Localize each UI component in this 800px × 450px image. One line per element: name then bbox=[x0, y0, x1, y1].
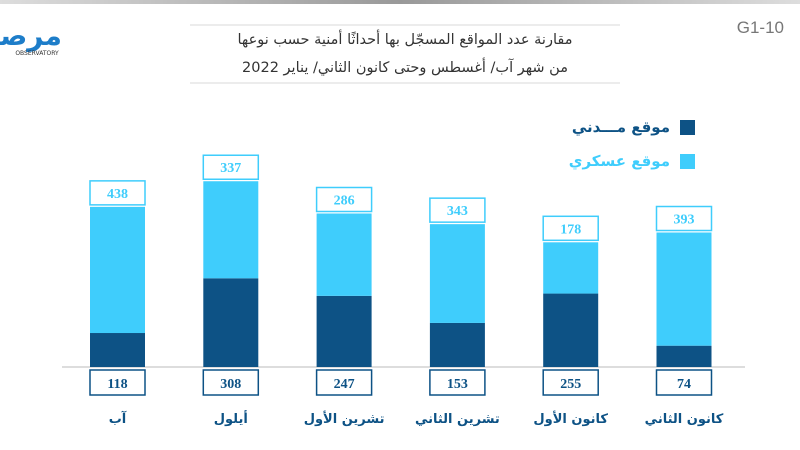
civil-value-label: 308 bbox=[220, 377, 241, 392]
civil-value-label: 247 bbox=[334, 377, 355, 392]
military-value-label: 343 bbox=[447, 204, 468, 219]
bar-military bbox=[203, 181, 259, 279]
civil-value-label: 74 bbox=[677, 377, 691, 392]
chart-title-box: مقارنة عدد المواقع المسجّل بها أحداثًا أ… bbox=[190, 24, 620, 84]
civil-label-box bbox=[429, 369, 486, 396]
military-value-label: 337 bbox=[220, 161, 241, 176]
bar-military bbox=[90, 206, 145, 334]
category-label: تشرين الثاني bbox=[415, 412, 500, 427]
bar-military bbox=[543, 242, 599, 294]
logo-mark: مرصد bbox=[0, 19, 62, 52]
logo: مرصد OBSERVATORY bbox=[0, 19, 62, 62]
civil-value-label: 255 bbox=[560, 377, 581, 392]
military-value-label: 286 bbox=[334, 193, 355, 208]
legend-label-civil: موقع مـــدني bbox=[571, 118, 670, 136]
legend-swatch-military bbox=[680, 153, 695, 169]
bar-civil bbox=[90, 333, 145, 367]
civil-label-box bbox=[89, 369, 146, 396]
bar-military bbox=[316, 213, 372, 296]
bar-military bbox=[656, 232, 712, 346]
military-label-box bbox=[655, 205, 713, 232]
chart-title: مقارنة عدد المواقع المسجّل بها أحداثًا أ… bbox=[237, 32, 573, 48]
chart-subtitle: من شهر آب/ أغسطس وحتى كانون الثاني/ يناي… bbox=[242, 60, 568, 76]
bar-military bbox=[429, 224, 485, 323]
category-label: آب bbox=[109, 410, 127, 427]
military-label-box bbox=[542, 215, 599, 242]
logo-subtitle: OBSERVATORY bbox=[15, 50, 59, 57]
military-label-box bbox=[429, 197, 486, 223]
bar-civil bbox=[316, 295, 372, 367]
civil-value-label: 118 bbox=[107, 377, 127, 392]
category-label: أيلول bbox=[214, 410, 248, 427]
category-label: كانون الثاني bbox=[645, 412, 724, 427]
bar-civil bbox=[429, 322, 485, 367]
civil-label-box bbox=[655, 369, 713, 396]
civil-label-box bbox=[542, 369, 599, 396]
military-label-box bbox=[202, 154, 260, 180]
legend-swatch-civil bbox=[680, 119, 695, 135]
civil-label-box bbox=[315, 369, 373, 396]
legend-label-military: موقع عسكري bbox=[568, 152, 670, 170]
civil-value-label: 153 bbox=[447, 377, 468, 392]
military-label-box bbox=[89, 180, 146, 206]
bar-civil bbox=[656, 345, 712, 367]
legend-item-military: موقع عسكري bbox=[569, 152, 695, 170]
top-bar bbox=[0, 0, 800, 4]
military-value-label: 393 bbox=[674, 213, 695, 228]
legend-item-civil: موقع مـــدني bbox=[572, 118, 695, 136]
bar-civil bbox=[203, 278, 259, 367]
military-label-box bbox=[315, 186, 373, 213]
military-value-label: 438 bbox=[107, 187, 128, 202]
category-label: كانون الأول bbox=[533, 410, 608, 427]
bar-civil bbox=[543, 293, 599, 367]
military-value-label: 178 bbox=[560, 222, 581, 237]
civil-label-box bbox=[202, 369, 260, 396]
category-label: تشرين الأول bbox=[304, 410, 385, 427]
figure-code: G1-10 bbox=[736, 18, 784, 37]
